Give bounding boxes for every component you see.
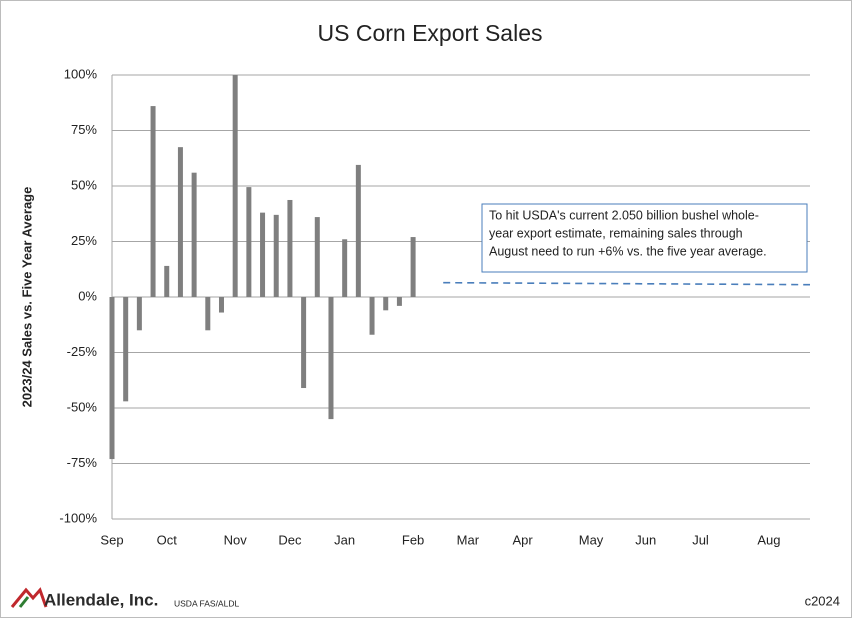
logo: Allendale, Inc.: [10, 587, 158, 609]
x-tick-label: Feb: [402, 532, 424, 547]
bar: [314, 217, 320, 297]
x-tick-label: Nov: [224, 532, 248, 547]
x-tick-label: Jun: [635, 532, 656, 547]
bar: [328, 297, 334, 420]
annotation-line: To hit USDA's current 2.050 billion bush…: [489, 208, 759, 222]
logo-mark: [18, 596, 30, 608]
bar: [396, 297, 402, 306]
bar: [232, 75, 238, 297]
y-tick-label: 75%: [71, 122, 97, 137]
annotation: To hit USDA's current 2.050 billion bush…: [489, 208, 767, 258]
bar: [164, 265, 170, 297]
y-tick-label: -75%: [67, 455, 98, 470]
x-tick-label: Oct: [157, 532, 178, 547]
reference-line: [443, 281, 811, 286]
bar: [150, 106, 156, 297]
y-tick-label: 100%: [64, 66, 98, 81]
bar: [273, 214, 279, 297]
bar: [136, 297, 142, 331]
bar: [369, 297, 375, 335]
annotation-box: [481, 203, 808, 273]
logo-mark: [10, 587, 48, 608]
x-tick-label: Mar: [457, 532, 480, 547]
y-tick-label: -100%: [59, 510, 97, 525]
chart-title: US Corn Export Sales: [318, 20, 543, 46]
x-tick-label: Apr: [512, 532, 533, 547]
bar: [301, 297, 307, 389]
bar: [355, 164, 361, 297]
bar: [246, 187, 252, 297]
bar: [205, 297, 211, 331]
x-tick-label: Jul: [692, 532, 709, 547]
y-tick-label: -25%: [67, 344, 98, 359]
y-tick-label: 50%: [71, 177, 97, 192]
bar: [218, 297, 224, 313]
x-tick-label: Sep: [100, 532, 123, 547]
bar: [191, 172, 197, 297]
bar: [383, 297, 389, 311]
bar: [260, 212, 266, 297]
annotation-line: August need to run +6% vs. the five year…: [489, 244, 767, 258]
bar: [342, 239, 348, 297]
x-tick-label: Aug: [757, 532, 780, 547]
x-tick-label: Jan: [334, 532, 355, 547]
y-axis-title: 2023/24 Sales vs. Five Year Average: [19, 187, 34, 408]
annotation-line: year export estimate, remaining sales th…: [489, 226, 743, 240]
logo-text: Allendale, Inc.: [44, 590, 158, 609]
x-tick-label: Dec: [278, 532, 302, 547]
x-tick-label: May: [579, 532, 604, 547]
bar: [177, 147, 183, 297]
y-tick-label: 25%: [71, 233, 97, 248]
bar: [287, 199, 293, 297]
y-tick-label: 0%: [78, 288, 97, 303]
copyright: c2024: [805, 593, 840, 608]
bar: [123, 297, 129, 402]
bar: [410, 237, 416, 297]
y-tick-label: -50%: [67, 399, 98, 414]
source: USDA FAS/ALDL: [174, 598, 239, 608]
bar: [109, 297, 115, 460]
